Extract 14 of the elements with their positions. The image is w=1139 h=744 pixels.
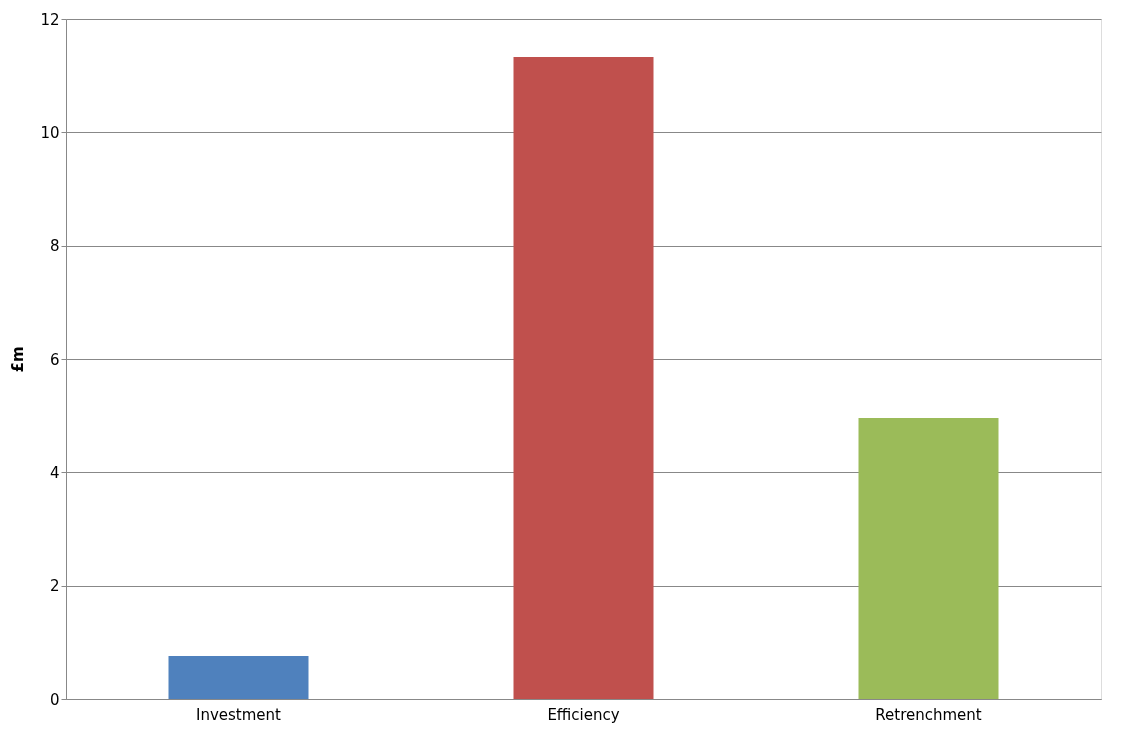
- y-tick-label: 6: [49, 350, 60, 369]
- y-tick-label: 2: [49, 577, 60, 596]
- x-tick-label: Efficiency: [547, 705, 620, 724]
- y-tick-label: 4: [49, 463, 60, 482]
- y-tick-label: 12: [40, 10, 60, 29]
- y-tick-label: 10: [40, 123, 60, 142]
- x-tick-label: Retrenchment: [875, 705, 982, 724]
- y-axis-title: £m: [9, 346, 28, 373]
- bar: [168, 655, 309, 699]
- x-tick-label: Investment: [196, 705, 282, 724]
- bar: [513, 56, 654, 699]
- y-tick-label: 8: [49, 237, 60, 256]
- y-tick-label: 0: [49, 690, 60, 709]
- bar: [858, 417, 999, 699]
